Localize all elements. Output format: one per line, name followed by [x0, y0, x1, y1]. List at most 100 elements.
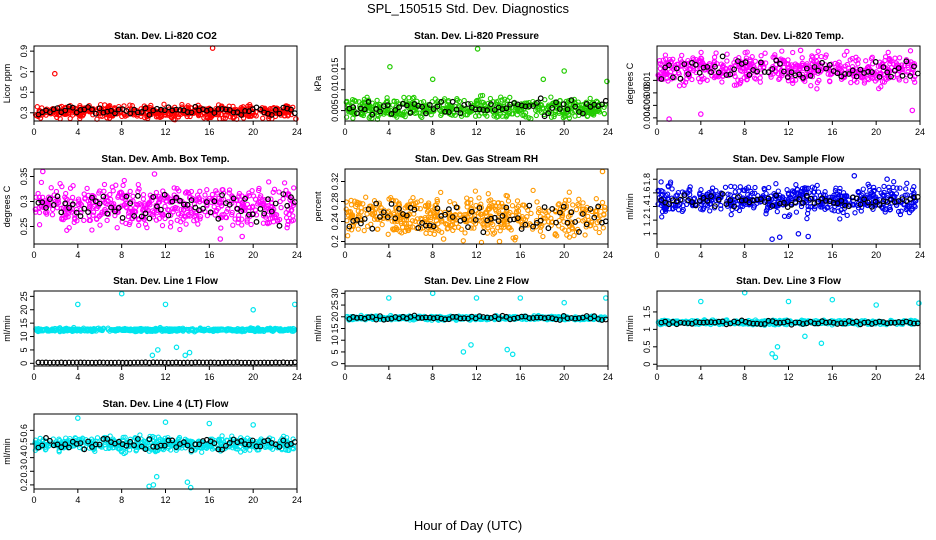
data-point [237, 197, 243, 203]
data-point [101, 181, 108, 188]
reference-point [811, 64, 818, 70]
data-point [205, 115, 211, 121]
data-point [130, 193, 136, 199]
data-point [65, 110, 72, 117]
data-point [70, 183, 76, 189]
data-point [229, 209, 235, 216]
data-point [911, 76, 917, 82]
reference-point [537, 95, 544, 102]
data-point [462, 230, 468, 236]
data-point [256, 185, 262, 192]
data-point [104, 194, 110, 200]
data-point [385, 231, 391, 237]
data-point [773, 181, 779, 187]
data-point [379, 221, 385, 228]
data-point [534, 199, 540, 205]
data-point [99, 209, 105, 215]
reference-point [407, 109, 414, 116]
data-point [894, 62, 901, 68]
data-point [226, 190, 232, 196]
data-point [278, 204, 284, 211]
data-point [566, 189, 572, 195]
data-point [49, 212, 56, 218]
data-points [655, 289, 922, 361]
reference-point [708, 69, 714, 76]
reference-point [373, 105, 380, 112]
y-axis-label: ml/min [313, 315, 323, 342]
reference-point [476, 106, 483, 113]
outlier-point [496, 238, 503, 245]
data-point [161, 101, 167, 107]
data-point [749, 54, 755, 60]
reference-point [564, 106, 571, 113]
reference-point [54, 105, 61, 111]
data-point [384, 95, 390, 101]
data-point [553, 101, 559, 108]
data-point [204, 187, 210, 193]
x-tick-label: 20 [559, 250, 569, 260]
data-point [438, 189, 444, 196]
data-point [530, 187, 536, 194]
data-point [174, 217, 180, 223]
reference-point [288, 106, 294, 113]
data-point [599, 199, 606, 206]
reference-point [888, 73, 894, 80]
reference-point [572, 103, 579, 110]
outlier-point [387, 64, 393, 70]
y-axis-label: ml/min [625, 315, 635, 342]
data-point [832, 60, 838, 67]
y-axis-label: degrees C [2, 185, 12, 227]
data-point [431, 231, 438, 237]
data-point [869, 75, 875, 81]
data-point [502, 96, 508, 102]
data-point [713, 73, 719, 79]
data-point [892, 55, 898, 61]
y-tick-label: 0.3 [19, 195, 29, 208]
x-tick-label: 24 [915, 250, 925, 260]
data-point [165, 110, 171, 116]
data-point [54, 201, 60, 207]
data-point [67, 115, 73, 122]
data-point [50, 206, 56, 213]
data-point [369, 115, 375, 121]
data-point [148, 102, 154, 109]
reference-point [146, 215, 153, 222]
data-point [799, 71, 806, 77]
x-tick-label: 20 [248, 250, 258, 260]
data-point [882, 54, 889, 60]
y-tick-label: 5 [19, 347, 29, 352]
reference-point [480, 107, 487, 113]
chart-title: Stan. Dev. Gas Stream RH [415, 154, 538, 165]
outlier-point [149, 352, 156, 359]
data-point [826, 78, 833, 84]
data-point [658, 179, 664, 185]
data-point [64, 227, 70, 233]
reference-point [530, 103, 536, 109]
reference-point [579, 110, 586, 117]
data-point [826, 65, 832, 71]
data-point [89, 192, 95, 199]
data-point [44, 211, 50, 217]
data-point [359, 111, 366, 117]
data-point [907, 48, 914, 54]
data-point [770, 54, 776, 60]
data-point [249, 188, 255, 194]
reference-point [826, 62, 833, 68]
reference-point [419, 103, 426, 110]
data-point [548, 94, 554, 100]
data-point [197, 213, 204, 220]
y-tick-label: 0.006 [642, 94, 652, 117]
reference-point [134, 192, 141, 199]
reference-point [560, 101, 567, 108]
data-point [543, 105, 550, 111]
x-tick-label: 16 [827, 250, 837, 260]
chart-title: Stan. Dev. Li-820 Pressure [414, 31, 539, 42]
data-point [432, 96, 438, 102]
data-point [278, 112, 284, 118]
data-point [349, 96, 356, 103]
data-point [479, 92, 486, 99]
reference-point [807, 72, 814, 79]
x-tick-label: 12 [471, 372, 481, 382]
data-point [209, 191, 216, 198]
